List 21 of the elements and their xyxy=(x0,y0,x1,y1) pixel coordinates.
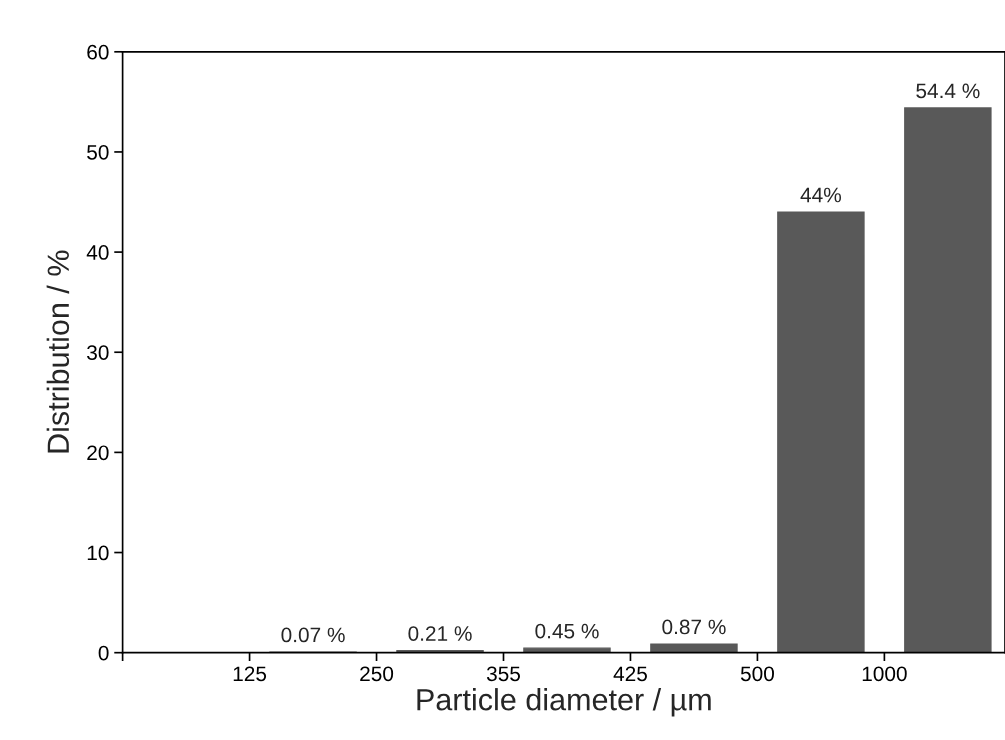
data-label: 0.45 % xyxy=(535,623,599,639)
x-tick-label: 125 xyxy=(233,666,267,682)
x-tick-label: 425 xyxy=(613,666,647,682)
y-tick-label: 20 xyxy=(87,445,109,461)
x-axis-title: Particle diameter / µm xyxy=(417,688,711,717)
y-tick-label: 50 xyxy=(87,144,109,160)
data-label: 54.4 % xyxy=(916,83,980,99)
data-label: 0.21 % xyxy=(408,626,472,641)
y-axis-title: Distribution / % xyxy=(46,250,70,453)
x-tick-label: 500 xyxy=(740,666,774,682)
y-tick-label: 30 xyxy=(87,345,109,360)
x-tick-label: 250 xyxy=(360,666,394,682)
y-tick-label: 10 xyxy=(87,545,109,561)
data-label: 44% xyxy=(800,187,842,203)
x-tick-label: 1000 xyxy=(862,666,907,682)
y-tick-label: 60 xyxy=(87,44,109,60)
y-tick-label: 40 xyxy=(86,245,109,260)
data-label: 0.87 % xyxy=(662,619,726,635)
y-tick-label: 0 xyxy=(98,645,109,661)
data-label: 0.07 % xyxy=(281,627,345,643)
x-tick-label: 355 xyxy=(486,666,521,682)
